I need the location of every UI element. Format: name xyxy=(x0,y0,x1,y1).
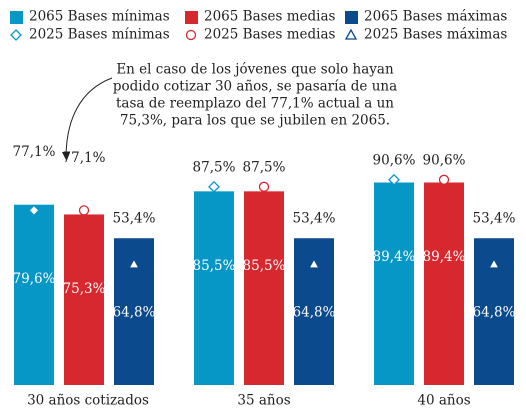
marker-label: 77,1% xyxy=(63,150,106,166)
legend-label: 2065 Bases medias xyxy=(204,9,336,25)
marker xyxy=(127,257,141,269)
marker-label: 90,6% xyxy=(423,152,466,168)
marker-label: 53,4% xyxy=(473,211,516,227)
annotation-arrow xyxy=(65,77,113,159)
marker xyxy=(78,205,90,216)
marker-label: 77,1% xyxy=(13,144,56,160)
marker-label: 53,4% xyxy=(113,211,156,227)
x-tick-label: 40 años xyxy=(417,393,470,409)
bar-label: 89,4% xyxy=(423,249,466,265)
marker xyxy=(208,180,220,193)
legend-label: 2065 Bases mínimas xyxy=(29,9,170,25)
marker-label: 87,5% xyxy=(243,159,286,175)
legend-marker xyxy=(344,28,358,40)
bar xyxy=(424,182,464,385)
bar-label: 79,6% xyxy=(13,271,56,287)
legend-swatch xyxy=(345,11,358,24)
legend-swatch xyxy=(185,11,198,24)
marker xyxy=(307,257,321,269)
legend-marker xyxy=(10,29,22,41)
marker xyxy=(28,204,40,217)
marker-label: 90,6% xyxy=(373,152,416,168)
bar-label: 85,5% xyxy=(243,258,286,274)
annotation: podido cotizar 30 años, se pasaría de un… xyxy=(113,79,397,95)
legend-marker xyxy=(185,29,197,41)
marker xyxy=(438,174,450,185)
bar-label: 75,3% xyxy=(63,281,106,297)
legend-label: 2025 Bases mínimas xyxy=(29,27,170,43)
annotation-arrowhead xyxy=(62,152,70,160)
bar-label: 89,4% xyxy=(373,249,416,265)
x-tick-label: 35 años xyxy=(237,393,290,409)
marker-label: 87,5% xyxy=(193,159,236,175)
annotation: tasa de reemplazo del 77,1% actual a un xyxy=(116,96,394,112)
bar-label: 64,8% xyxy=(113,305,156,321)
bar-label: 64,8% xyxy=(293,305,336,321)
bar xyxy=(374,182,414,385)
bar xyxy=(14,204,54,385)
marker xyxy=(487,257,501,269)
marker-label: 53,4% xyxy=(293,211,336,227)
legend-label: 2065 Bases máximas xyxy=(364,9,507,25)
bar xyxy=(194,191,234,385)
annotation: En el caso de los jóvenes que solo hayan xyxy=(116,62,394,78)
bar xyxy=(244,191,284,385)
bar-label: 64,8% xyxy=(473,305,516,321)
annotation: 75,3%, para los que se jubilen en 2065. xyxy=(120,113,390,129)
legend-swatch xyxy=(10,11,23,24)
legend-label: 2025 Bases medias xyxy=(204,27,336,43)
bar-label: 85,5% xyxy=(193,258,236,274)
marker xyxy=(388,173,400,186)
bar xyxy=(64,214,104,385)
legend-label: 2025 Bases máximas xyxy=(364,27,507,43)
marker xyxy=(258,181,270,192)
x-tick-label: 30 años cotizados xyxy=(27,393,149,409)
